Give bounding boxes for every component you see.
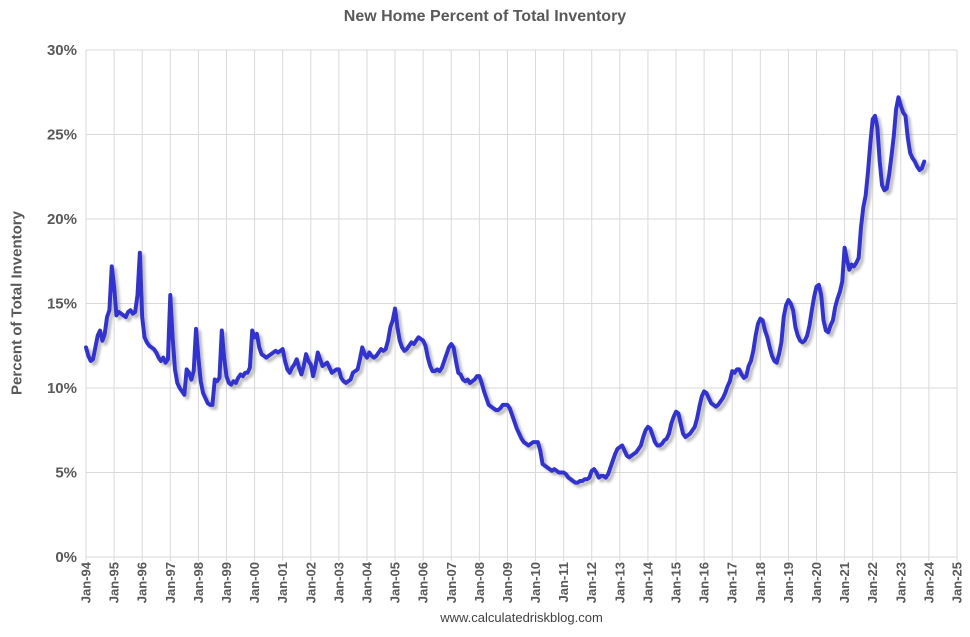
y-tick-label: 5% — [55, 465, 77, 482]
data-line — [84, 95, 927, 485]
x-tick-label: Jan-99 — [219, 562, 234, 603]
x-tick-label: Jan-03 — [331, 562, 346, 603]
y-tick-label: 25% — [47, 127, 77, 144]
x-tick-label: Jan-04 — [359, 561, 374, 603]
y-tick-label: 15% — [47, 296, 77, 313]
x-tick-label: Jan-97 — [163, 562, 178, 603]
y-tick-label: 30% — [47, 42, 77, 59]
x-tick-label: Jan-25 — [950, 562, 965, 603]
x-tick-label: Jan-11 — [556, 562, 571, 602]
y-tick-label: 10% — [47, 380, 77, 397]
x-tick-label: Jan-13 — [612, 562, 627, 603]
x-tick-label: Jan-08 — [472, 562, 487, 603]
x-tick-label: Jan-94 — [79, 561, 94, 603]
x-tick-label: Jan-02 — [303, 562, 318, 603]
x-tick-label: Jan-05 — [388, 562, 403, 603]
x-tick-label: Jan-22 — [865, 562, 880, 603]
x-tick-label: Jan-12 — [584, 562, 599, 603]
x-tick-label: Jan-10 — [528, 562, 543, 603]
x-tick-label: Jan-09 — [500, 562, 515, 603]
x-tick-label: Jan-24 — [921, 561, 936, 603]
x-tick-label: Jan-21 — [837, 562, 852, 603]
x-tick-label: Jan-95 — [107, 562, 122, 603]
x-tick-label: Jan-06 — [416, 562, 431, 603]
watermark-url: www.calculatedriskblog.com — [440, 610, 603, 625]
x-tick-label: Jan-16 — [697, 562, 712, 603]
y-tick-label: 0% — [55, 549, 77, 566]
x-tick-label: Jan-15 — [669, 562, 684, 603]
x-tick-label: Jan-01 — [275, 562, 290, 603]
x-tick-label: Jan-17 — [725, 562, 740, 603]
x-tick-label: Jan-96 — [135, 562, 150, 603]
x-tick-label: Jan-98 — [191, 562, 206, 603]
x-tick-label: Jan-20 — [809, 562, 824, 603]
chart-title: New Home Percent of Total Inventory — [343, 8, 627, 25]
x-tick-label: Jan-23 — [893, 562, 908, 603]
x-tick-label: Jan-19 — [781, 562, 796, 603]
x-tick-label: Jan-14 — [640, 561, 655, 603]
x-tick-label: Jan-07 — [444, 562, 459, 603]
x-tick-label: Jan-18 — [753, 562, 768, 603]
x-tick-label: Jan-00 — [247, 562, 262, 603]
y-tick-label: 20% — [47, 211, 77, 228]
